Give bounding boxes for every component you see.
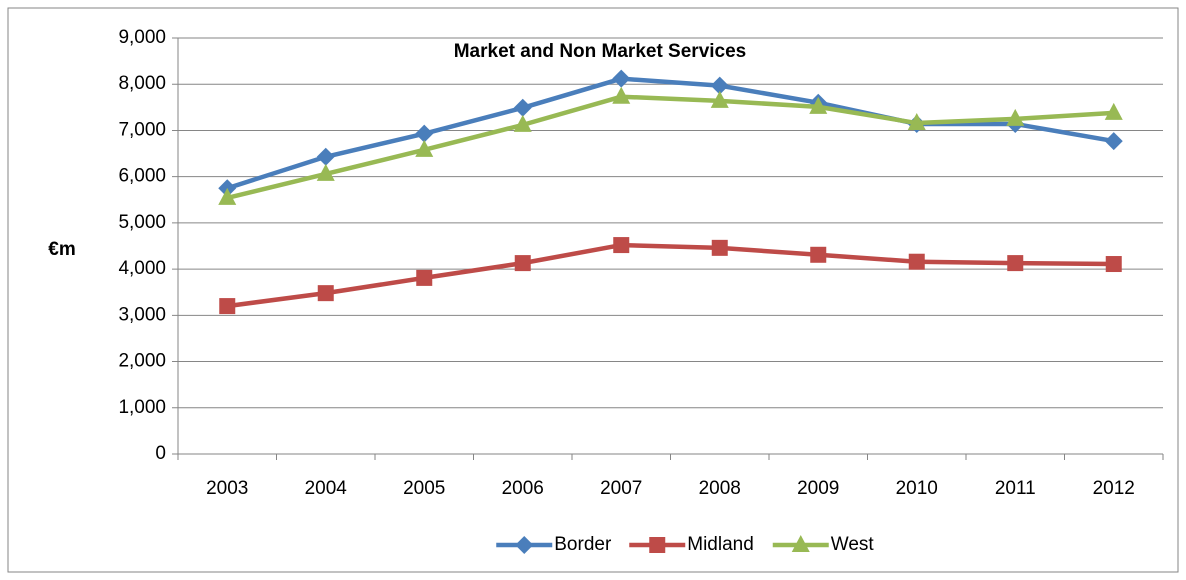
data-point: [316, 147, 335, 166]
data-point: [710, 90, 729, 108]
y-tick-label: 1,000: [118, 397, 166, 418]
chart-frame: [7, 7, 1179, 573]
x-tick-label: 2008: [699, 478, 741, 499]
x-tick-label: 2009: [797, 478, 839, 499]
data-point: [317, 285, 334, 302]
data-point: [514, 255, 531, 272]
y-tick-label: 2,000: [118, 351, 166, 372]
legend-label: Border: [554, 534, 612, 555]
data-point: [1104, 102, 1123, 120]
y-axis-label: €m: [48, 239, 75, 260]
chart-title: Market and Non Market Services: [454, 41, 747, 62]
y-tick-label: 8,000: [118, 73, 166, 94]
legend-label: Midland: [687, 534, 754, 555]
data-point: [219, 298, 236, 315]
x-tick-label: 2004: [305, 478, 348, 499]
data-point: [711, 239, 728, 256]
legend-marker: [515, 536, 534, 554]
data-point: [1007, 255, 1024, 272]
y-tick-label: 0: [155, 443, 166, 464]
x-tick-label: 2005: [403, 478, 445, 499]
data-point: [1105, 256, 1122, 273]
data-point: [416, 269, 433, 286]
y-tick-label: 6,000: [118, 166, 166, 187]
y-tick-label: 3,000: [118, 304, 166, 325]
data-point: [1104, 132, 1123, 151]
data-point: [612, 86, 631, 104]
data-point: [316, 163, 335, 181]
series-line: [226, 94, 1114, 201]
data-point: [810, 246, 827, 263]
y-tick-label: 4,000: [118, 258, 166, 279]
data-point: [613, 237, 630, 254]
x-tick-label: 2003: [206, 478, 248, 499]
data-point: [415, 124, 434, 143]
data-point: [710, 76, 729, 95]
data-point: [415, 139, 434, 157]
data-point: [809, 96, 828, 114]
data-point: [908, 253, 925, 270]
x-tick-label: 2012: [1093, 478, 1135, 499]
legend-marker: [791, 535, 810, 552]
series-line: [226, 76, 1115, 191]
data-point: [612, 69, 631, 88]
data-point: [907, 113, 926, 131]
x-tick-label: 2006: [502, 478, 544, 499]
x-tick-label: 2011: [995, 478, 1036, 499]
y-tick-label: 5,000: [118, 212, 166, 233]
data-point: [1006, 108, 1025, 126]
data-point: [513, 114, 532, 132]
legend-label: West: [831, 534, 875, 555]
y-tick-label: 9,000: [118, 27, 166, 48]
data-point: [513, 98, 532, 117]
x-tick-label: 2010: [896, 478, 938, 499]
legend-marker: [649, 537, 666, 553]
data-point: [218, 187, 237, 205]
x-tick-label: 2007: [600, 478, 642, 499]
y-tick-label: 7,000: [118, 119, 166, 140]
series-line: [226, 242, 1114, 309]
